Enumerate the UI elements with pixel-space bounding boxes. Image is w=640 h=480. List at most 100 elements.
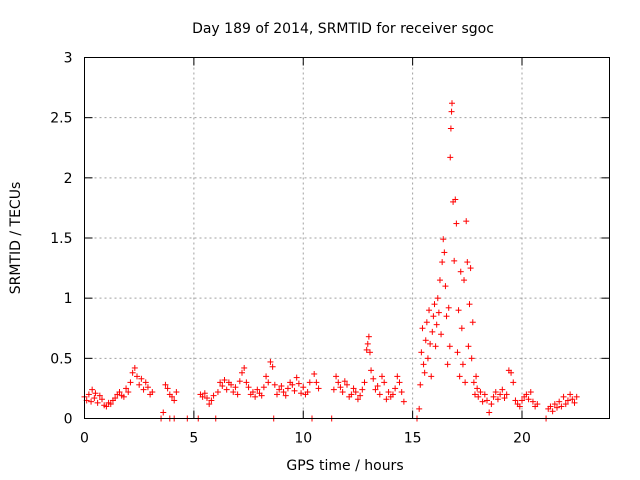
data-point [421, 369, 428, 376]
x-tick-label: 0 [80, 431, 89, 447]
data-point [236, 378, 243, 385]
data-point [466, 301, 473, 308]
data-point [549, 408, 556, 415]
data-point [341, 378, 348, 385]
data-point [529, 398, 536, 405]
data-point [344, 381, 350, 388]
data-point [284, 385, 291, 392]
grid-lines [84, 57, 610, 419]
data-point [442, 283, 449, 290]
data-point [453, 220, 460, 227]
data-point [523, 391, 530, 398]
data-point [230, 389, 237, 396]
data-point [383, 396, 390, 403]
data-point [265, 379, 272, 386]
data-point [525, 396, 532, 403]
data-point [223, 386, 230, 393]
data-point [313, 379, 320, 386]
data-point [127, 379, 134, 386]
data-point [350, 385, 357, 392]
data-point [417, 381, 424, 388]
data-point [427, 340, 434, 347]
data-point [365, 333, 372, 340]
data-point [464, 259, 471, 266]
data-point [428, 373, 435, 380]
data-point [416, 405, 423, 412]
data-point [359, 386, 366, 393]
data-point [484, 397, 490, 404]
data-point [457, 268, 464, 275]
data-point [454, 349, 461, 356]
x-tick-label: 15 [404, 431, 422, 447]
data-point [171, 397, 178, 404]
data-point [304, 389, 311, 396]
data-point [458, 325, 465, 332]
data-point [494, 396, 501, 403]
data-point [527, 389, 534, 396]
data-point [456, 373, 463, 380]
data-point [477, 389, 484, 396]
data-point [131, 364, 138, 371]
data-point [210, 392, 217, 399]
data-point [469, 319, 476, 326]
data-point [293, 374, 300, 381]
data-point [295, 380, 302, 387]
y-tick-label: 2 [64, 171, 73, 187]
data-point [503, 391, 510, 398]
data-point [567, 391, 574, 398]
x-tick-label: 10 [294, 431, 312, 447]
data-point [440, 236, 447, 243]
data-point [267, 358, 274, 365]
data-point [234, 391, 241, 398]
data-point [418, 349, 425, 356]
data-point [486, 409, 493, 416]
data-point [459, 361, 466, 368]
data-point [221, 376, 228, 383]
data-point [470, 379, 477, 386]
data-point [519, 397, 525, 404]
data-point [123, 385, 130, 392]
data-point [228, 381, 235, 388]
data-point [508, 369, 515, 376]
data-point [142, 379, 149, 386]
data-point [276, 386, 283, 393]
data-point [298, 390, 305, 397]
data-point [400, 398, 407, 405]
data-point [112, 395, 119, 402]
data-point [204, 395, 210, 402]
data-point [306, 379, 313, 386]
data-point [435, 309, 442, 316]
data-point [208, 397, 215, 404]
x-tick-label: 5 [189, 431, 198, 447]
data-point [217, 379, 224, 386]
data-point [501, 395, 508, 402]
data-point [443, 313, 450, 320]
data-point [243, 379, 250, 386]
data-point [441, 249, 448, 256]
y-tick-label: 0.5 [50, 351, 72, 367]
data-point [372, 386, 379, 393]
data-point [252, 393, 259, 400]
data-point [99, 396, 105, 403]
data-point [430, 313, 437, 320]
data-point [481, 391, 488, 398]
data-point [91, 395, 98, 402]
data-point [103, 403, 110, 410]
data-point [534, 401, 541, 408]
data-point [558, 403, 565, 410]
data-points [81, 100, 580, 422]
x-tick-labels: 0 5 10 15 20 [80, 431, 531, 447]
data-point [490, 393, 497, 400]
data-point [333, 373, 340, 380]
y-tick-label: 3 [64, 51, 73, 67]
data-point [149, 389, 156, 396]
data-point [88, 398, 95, 405]
data-point [449, 100, 455, 107]
data-point [140, 386, 147, 393]
data-point [455, 307, 462, 314]
data-point [201, 390, 208, 397]
data-point [271, 381, 278, 388]
data-point [330, 386, 337, 393]
data-point [129, 369, 136, 376]
